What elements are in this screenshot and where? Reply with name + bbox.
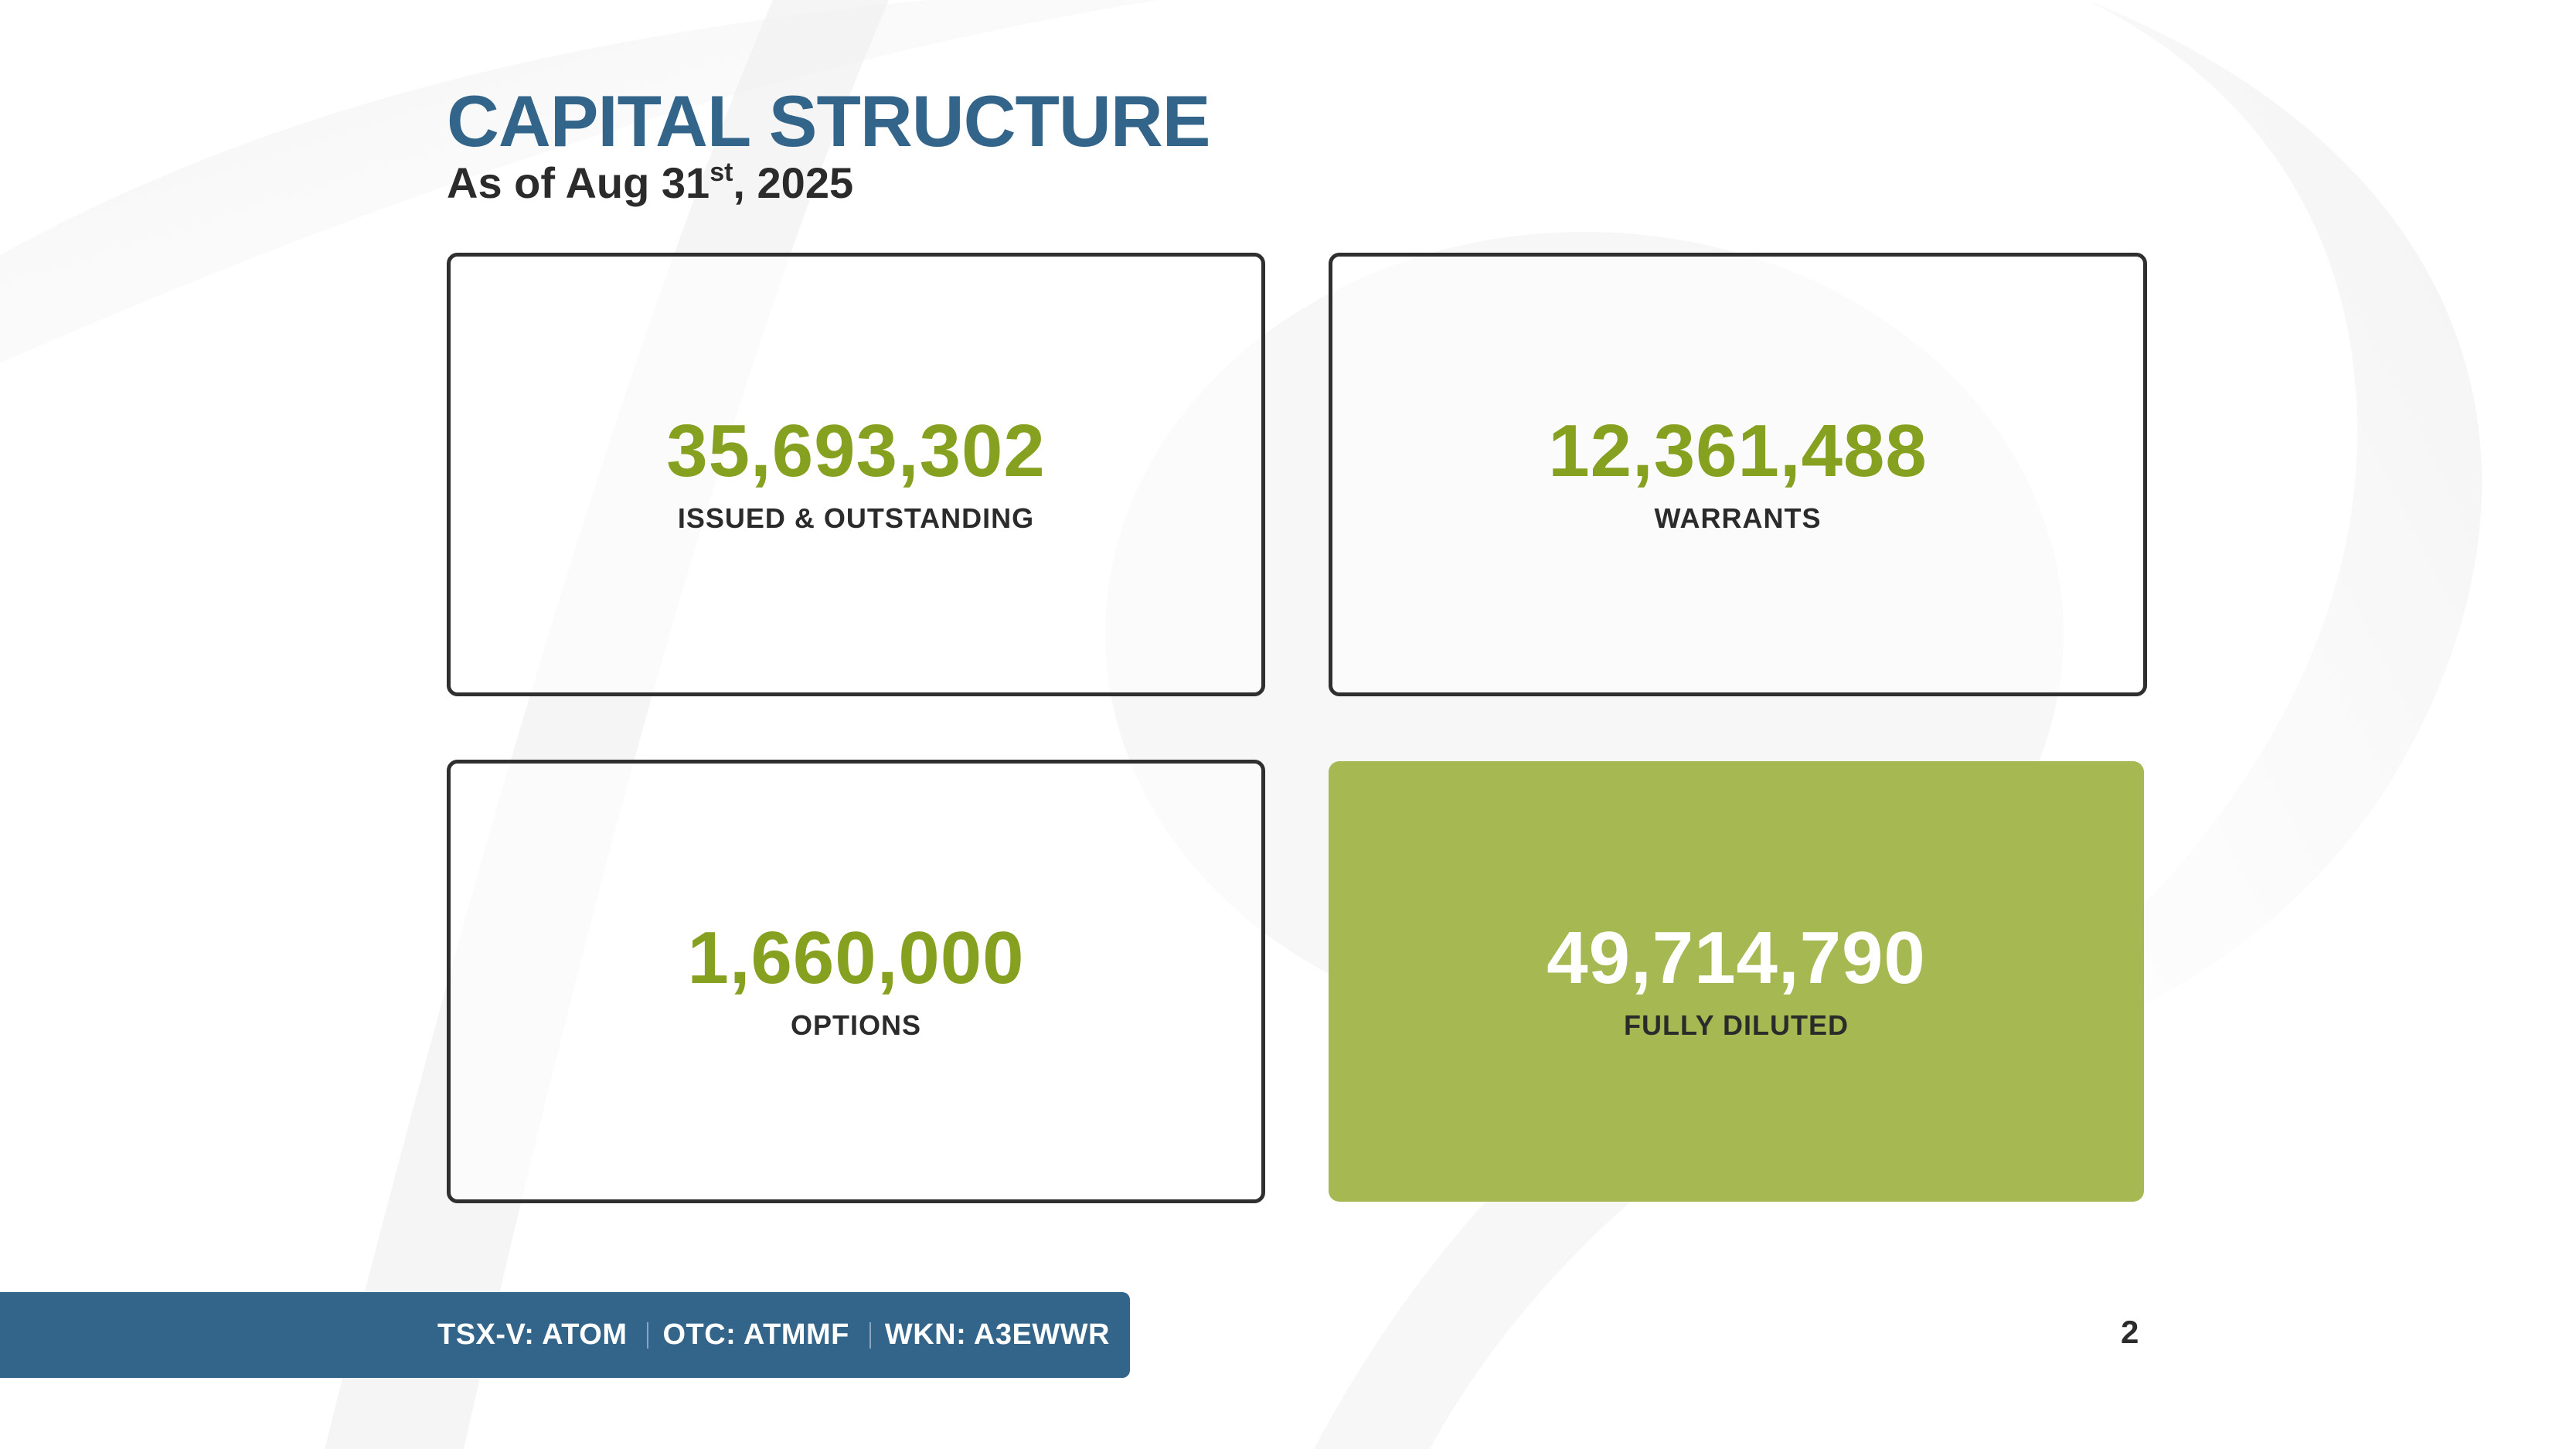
ticker-divider (869, 1321, 871, 1349)
card-value: 1,660,000 (687, 917, 1025, 999)
card-label: ISSUED & OUTSTANDING (677, 502, 1035, 534)
page-subtitle: As of Aug 31st, 2025 (447, 159, 1210, 205)
card-fully-diluted: 49,714,790 FULLY DILUTED (1329, 761, 2144, 1202)
card-label: FULLY DILUTED (1623, 1009, 1849, 1041)
card-issued-outstanding: 35,693,302 ISSUED & OUTSTANDING (447, 253, 1265, 696)
page-number: 2 (2121, 1314, 2139, 1350)
title-block: CAPITAL STRUCTURE As of Aug 31st, 2025 (447, 85, 1210, 205)
card-label: WARRANTS (1654, 502, 1822, 534)
card-warrants: 12,361,488 WARRANTS (1329, 253, 2147, 696)
ticker-wkn: WKN: A3EWWR (884, 1318, 1110, 1351)
subtitle-suffix: , 2025 (733, 158, 854, 207)
card-label: OPTIONS (790, 1009, 922, 1041)
subtitle-prefix: As of Aug 31 (447, 158, 710, 207)
ticker-footer-bar: TSX-V: ATOM OTC: ATMMF WKN: A3EWWR (0, 1292, 1130, 1378)
ticker-tsxv: TSX-V: ATOM (437, 1318, 628, 1351)
card-value: 35,693,302 (666, 410, 1046, 492)
ticker-otc: OTC: ATMMF (662, 1318, 849, 1351)
page-title: CAPITAL STRUCTURE (447, 80, 1210, 162)
card-value: 49,714,790 (1547, 917, 1926, 999)
ticker-divider (647, 1321, 649, 1349)
card-value: 12,361,488 (1548, 410, 1928, 492)
subtitle-superscript: st (710, 158, 733, 187)
card-options: 1,660,000 OPTIONS (447, 760, 1265, 1203)
